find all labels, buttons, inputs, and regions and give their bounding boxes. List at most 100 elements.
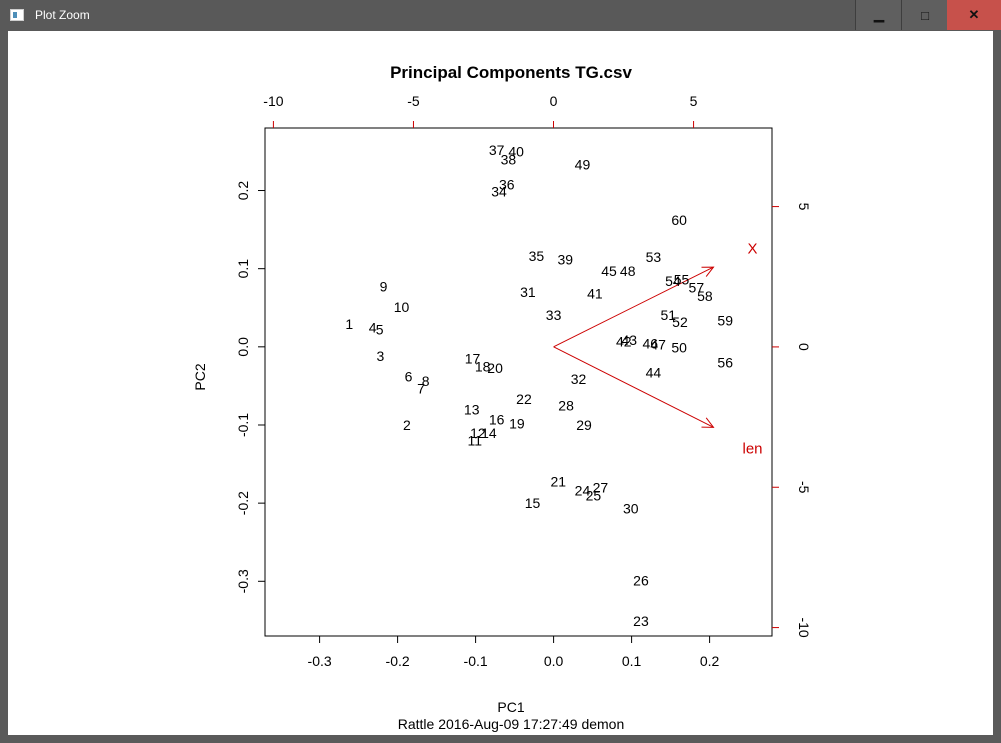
point-label: 53 (646, 249, 662, 265)
plot-area: Principal Components TG.csv PC1 Rattle 2… (8, 31, 993, 735)
point-label: 23 (633, 613, 649, 629)
point-label: 35 (529, 248, 545, 264)
y-axis-label: PC2 (192, 363, 208, 390)
point-label: 16 (489, 412, 505, 428)
point-label: 3 (377, 348, 385, 364)
point-label: 41 (587, 286, 603, 302)
point-label: 10 (394, 299, 410, 315)
point-label: 11 (468, 433, 483, 449)
point-label: 13 (464, 401, 480, 417)
right-tick-label: 0 (796, 343, 812, 351)
point-label: 40 (508, 143, 524, 159)
point-label: 54 (665, 273, 681, 289)
left-tick-label: 0.2 (235, 181, 251, 201)
point-label: 57 (689, 279, 705, 295)
left-tick-label: -0.3 (235, 569, 251, 593)
point-label: 46 (643, 336, 659, 352)
point-label: 4 (369, 319, 377, 335)
point-label: 59 (717, 312, 733, 328)
app-window-icon (10, 9, 24, 21)
point-label: 6 (405, 369, 413, 385)
left-tick-label: -0.1 (235, 413, 251, 437)
bottom-tick-label: 0.1 (622, 653, 642, 669)
plot-frame (264, 127, 773, 637)
chart-title: Principal Components TG.csv (390, 63, 632, 82)
left-axis: -0.3 -0.2 -0.1 0.0 0.1 0.2 (235, 181, 266, 593)
biplot-chart: Principal Components TG.csv PC1 Rattle 2… (192, 63, 812, 732)
arrow-len-shaft (553, 346, 714, 428)
left-tick-label: 0.0 (235, 337, 251, 357)
point-label: 26 (633, 573, 649, 589)
close-icon: ✕ (968, 7, 980, 22)
top-tick-label: 0 (550, 93, 558, 109)
x-axis-label: PC1 (497, 699, 524, 715)
maximize-icon: □ (921, 7, 929, 23)
point-label: 52 (672, 314, 688, 330)
minimize-button[interactable]: ▁ (855, 0, 902, 30)
point-label: 12 (470, 425, 486, 441)
top-axis: -10 -5 0 5 (263, 93, 698, 129)
point-label: 30 (623, 501, 639, 517)
point-label: 32 (571, 371, 587, 387)
point-label: 33 (546, 307, 562, 323)
bottom-tick-label: -0.3 (308, 653, 332, 669)
point-label: 38 (501, 151, 517, 167)
point-label: 36 (499, 176, 515, 192)
point-label: 29 (576, 417, 592, 433)
left-tick-label: -0.2 (235, 491, 251, 515)
point-label: 58 (697, 288, 713, 304)
point-label: 50 (671, 340, 687, 356)
bottom-tick-label: 0.2 (700, 653, 720, 669)
top-tick-label: 5 (690, 93, 698, 109)
right-tick-label: -10 (796, 617, 812, 637)
bottom-tick-label: -0.2 (386, 653, 410, 669)
arrow-len-head (701, 417, 715, 428)
point-label: 17 (465, 351, 481, 367)
point-label: 49 (575, 157, 591, 173)
point-label: 42 (616, 333, 632, 349)
point-label: 43 (621, 332, 637, 348)
minimize-icon: ▁ (874, 7, 884, 22)
point-label: 15 (525, 495, 541, 511)
point-label: 45 (601, 263, 617, 279)
point-label: 48 (620, 263, 636, 279)
point-label: 14 (481, 425, 497, 441)
point-label: 51 (660, 307, 676, 323)
point-label: 56 (717, 354, 733, 370)
top-tick-label: -5 (407, 93, 420, 109)
title-bar[interactable]: Plot Zoom ▁ □ ✕ (0, 0, 1001, 31)
arrow-X-head (701, 266, 715, 277)
point-label: 5 (376, 322, 384, 338)
point-label: 47 (650, 336, 666, 352)
window-title: Plot Zoom (35, 8, 90, 22)
arrow-label-len: len (742, 440, 762, 457)
point-label: 28 (558, 397, 574, 413)
point-label: 39 (558, 251, 574, 267)
point-label: 22 (516, 391, 532, 407)
point-label: 8 (422, 373, 430, 389)
point-label: 25 (586, 487, 602, 503)
point-label: 2 (403, 417, 411, 433)
arrow-label-X: X (747, 240, 757, 257)
bottom-axis: -0.3 -0.2 -0.1 0.0 0.1 0.2 (308, 635, 720, 669)
point-label: 27 (593, 480, 609, 496)
bottom-tick-label: -0.1 (464, 653, 488, 669)
point-label: 60 (671, 212, 687, 228)
arrow-X-shaft (553, 266, 714, 348)
point-label: 18 (475, 358, 491, 374)
right-axis: -10 -5 0 5 (771, 203, 812, 638)
maximize-button[interactable]: □ (901, 0, 948, 30)
close-button[interactable]: ✕ (947, 0, 1001, 30)
point-label: 7 (417, 380, 425, 396)
chart-caption: Rattle 2016-Aug-09 17:27:49 demon (398, 716, 625, 732)
point-label: 21 (550, 473, 566, 489)
top-tick-label: -10 (263, 93, 283, 109)
point-label: 55 (674, 272, 690, 288)
right-tick-label: 5 (796, 203, 812, 211)
point-label: 19 (509, 415, 525, 431)
left-tick-label: 0.1 (235, 259, 251, 279)
point-label: 37 (489, 142, 505, 158)
point-label: 24 (575, 483, 591, 499)
